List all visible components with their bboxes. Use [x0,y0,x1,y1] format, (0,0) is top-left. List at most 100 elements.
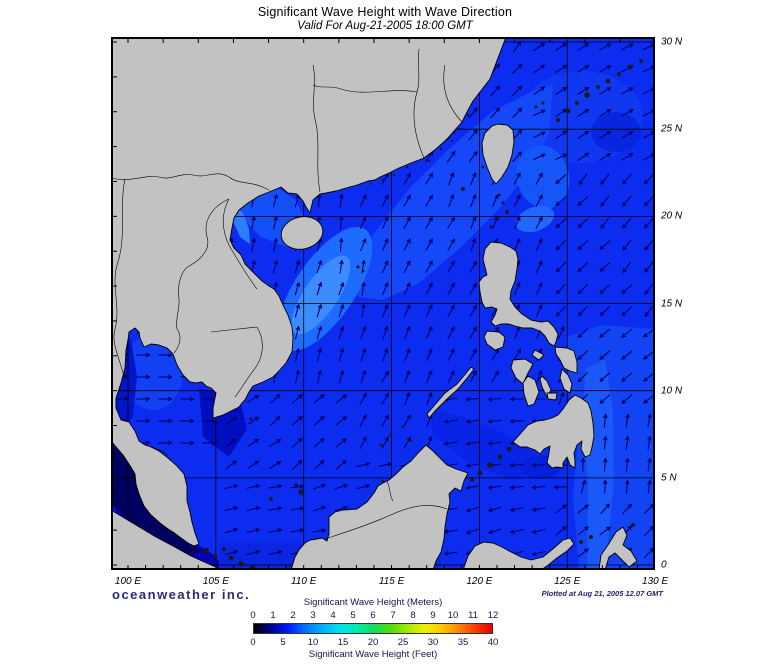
land-masbate [531,349,545,361]
wave-direction-arrow [647,413,652,428]
wave-direction-arrow [599,109,612,117]
border-lines [111,48,463,540]
wave-direction-arrow [533,42,546,52]
wave-direction-arrow [642,328,655,338]
wave-direction-arrow [642,372,655,382]
wave-direction-arrow [643,195,654,207]
wave-direction-arrow [558,391,565,406]
wave-direction-arrow [225,438,238,448]
wave-direction-arrow [465,441,480,446]
wave-direction-arrow [621,306,633,317]
wave-direction-arrow [509,484,524,490]
legend-feet-label: Significant Wave Height (Feet) [308,649,438,660]
wave-direction-arrow [602,479,608,494]
wave-direction-arrow [403,260,411,274]
wave-direction-arrow [359,392,367,405]
wave-direction-arrow [447,348,455,362]
wave-direction-arrow [316,281,323,296]
wave-direction-arrow [447,282,455,295]
wave-direction-arrow [535,194,543,207]
wave-direction-arrow [642,350,655,360]
wave-direction-arrow [536,369,543,384]
wave-direction-arrow [339,259,344,274]
legend-tick: 30 [427,637,439,648]
wave-direction-arrow [247,438,260,448]
wave-direction-arrow [470,215,477,230]
wave-direction-arrow [338,215,344,230]
wave-direction-arrow [555,86,568,96]
wave-direction-arrow [268,527,283,533]
wave-direction-arrow [600,217,610,230]
wave-direction-arrow [272,215,279,230]
legend-tick: 10 [307,637,319,648]
wave-direction-arrow [404,391,411,406]
valid-time-subtitle: Valid For Aug-21-2005 18:00 GMT [297,20,473,32]
wave-direction-arrow [158,396,173,402]
wave-direction-arrow [470,193,477,208]
lon-label: 125 E [554,576,581,587]
wave-direction-arrow [513,348,522,361]
wave-direction-arrow [469,304,477,317]
wave-direction-arrow [647,479,652,494]
wave-direction-arrow [621,173,632,185]
wave-direction-arrow [555,283,566,295]
wave-direction-arrow [511,63,523,74]
wave-direction-arrow [268,549,283,556]
wave-direction-arrow [469,370,477,384]
wave-direction-arrow [577,284,588,295]
wave-direction-arrow [447,370,455,384]
wave-direction-arrow [359,237,367,252]
wave-direction-arrow [620,328,633,338]
wave-direction-arrow [533,64,546,74]
wave-direction-arrow [644,261,654,274]
wave-direction-arrow [577,218,589,229]
legend-tick: 20 [367,637,379,648]
wave-direction-arrow [359,216,367,230]
wave-direction-arrow [425,238,433,251]
wave-direction-arrow [513,194,521,208]
wave-direction-arrow [404,347,411,362]
land-mindoro [483,330,506,351]
wave-direction-arrow [465,528,480,535]
wave-direction-arrow [246,527,261,534]
wave-direction-arrow [622,261,632,274]
page-title: Significant Wave Height with Wave Direct… [257,5,513,19]
legend-tick: 15 [337,637,349,648]
wave-direction-arrow [290,506,305,511]
wave-direction-arrow [531,484,546,490]
land-sulawesi [462,537,575,570]
wave-direction-arrow [136,352,151,358]
wave-direction-arrow [425,304,433,318]
wave-direction-arrow [513,238,521,252]
wave-direction-arrow [158,440,173,446]
wave-direction-arrow [468,150,478,163]
wave-direction-arrow [577,548,590,558]
wave-direction-arrow [487,528,502,535]
wave-direction-arrow [535,172,543,185]
land-luzon [478,241,559,347]
small-islands [203,59,643,570]
legend-tick: 4 [330,610,336,621]
wave-direction-arrow [403,238,411,252]
wave-direction-arrow [247,394,260,403]
wave-direction-arrow [403,414,412,427]
wave-direction-arrow [555,240,566,251]
wave-direction-arrow [246,483,261,489]
wave-direction-arrow [246,505,261,512]
land-palawan [426,366,475,419]
land-mindanao [512,394,595,469]
wave-direction-arrow [361,303,366,318]
wave-direction-arrow [114,396,129,402]
wave-direction-arrow [381,194,389,208]
wave-direction-arrow [251,215,256,230]
wave-direction-arrow [247,460,260,470]
wave-direction-arrow [577,108,590,117]
wave-direction-arrow [555,261,566,273]
wave-direction-arrow [487,485,502,490]
wave-direction-arrow [338,303,345,318]
legend-tick: 3 [310,610,316,621]
wave-direction-arrow [158,374,173,380]
wave-direction-arrow [425,260,433,273]
